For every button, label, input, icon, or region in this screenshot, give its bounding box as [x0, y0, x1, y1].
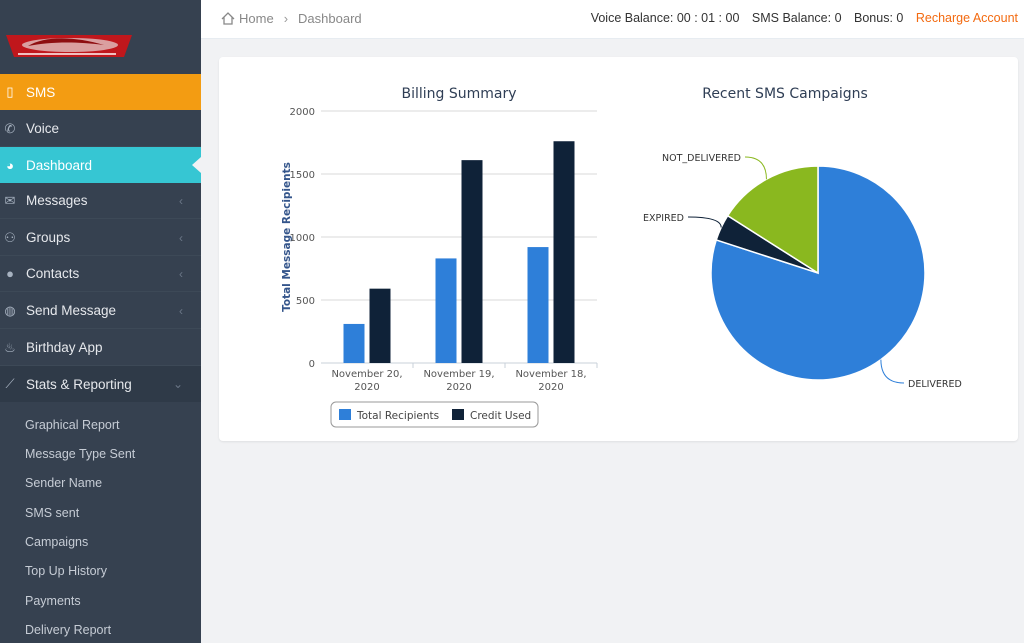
chart-legend: [330, 401, 539, 428]
envelope-icon: ✉: [4, 192, 16, 208]
pie-label-connector: [880, 359, 905, 384]
mobile-icon: ▯: [6, 84, 14, 99]
y-tick-label: 1000: [290, 233, 315, 244]
bar-credit-used: [553, 141, 575, 363]
chevron-left-icon: ‹: [179, 230, 183, 245]
submenu-message-type-sent[interactable]: Message Type Sent: [25, 447, 136, 461]
submenu-sms-sent[interactable]: SMS sent: [25, 506, 80, 520]
pie-label-connector: [687, 216, 722, 228]
legend-label: Total Recipients: [356, 410, 439, 422]
sidebar-item-label: Messages: [26, 193, 88, 208]
sidebar-item-dashboard[interactable]: ◕ Dashboard: [0, 147, 201, 183]
pie-slice-label: NOT_DELIVERED: [662, 153, 741, 164]
sidebar: ▯ SMS ✆ Voice ◕ Dashboard ✉ Messages ‹ ⚇…: [0, 0, 201, 643]
submenu-campaigns[interactable]: Campaigns: [25, 535, 89, 549]
sidebar-item-contacts[interactable]: ● Contacts ‹: [0, 256, 201, 292]
sidebar-item-label: Groups: [26, 230, 71, 245]
brand-logo[interactable]: [4, 30, 134, 60]
home-icon: [221, 12, 235, 25]
chevron-left-icon: ‹: [179, 303, 183, 318]
sidebar-item-label: Send Message: [26, 303, 117, 318]
sidebar-item-voice[interactable]: ✆ Voice: [0, 111, 201, 147]
y-tick-label: 500: [296, 296, 315, 307]
sidebar-item-messages[interactable]: ✉ Messages ‹: [0, 183, 201, 219]
x-tick-label: 2020: [538, 382, 563, 393]
recharge-account-link[interactable]: Recharge Account: [915, 11, 1018, 25]
cake-icon: ♨: [4, 339, 16, 355]
sidebar-item-sms[interactable]: ▯ SMS: [0, 74, 201, 110]
sidebar-item-send-message[interactable]: ◍ Send Message ‹: [0, 293, 201, 329]
breadcrumb-home-link[interactable]: Home: [239, 11, 274, 26]
group-icon: ⚇: [4, 229, 16, 245]
top-bar: Home › Dashboard Voice Balance: 00 : 01 …: [201, 0, 1024, 39]
voice-balance: Voice Balance: 00 : 01 : 00: [590, 11, 740, 25]
submenu-sender-name[interactable]: Sender Name: [25, 476, 103, 490]
bar-credit-used: [461, 160, 483, 363]
sidebar-item-stats-reporting[interactable]: ⟋ Stats & Reporting ⌄: [0, 366, 201, 402]
submenu-payments[interactable]: Payments: [25, 594, 81, 608]
bar-total-recipients: [343, 323, 365, 363]
pie-chart-title: Recent SMS Campaigns: [702, 86, 868, 102]
pie-slice-label: EXPIRED: [643, 213, 684, 224]
y-axis-label: Total Message Recipients: [281, 162, 293, 312]
comment-icon: ◍: [4, 302, 16, 318]
pie-slice-delivered: [710, 165, 926, 381]
dashboard-icon: ◕: [6, 157, 14, 173]
charts-canvas: Billing Summary Total Message Recipients 0…: [281, 86, 962, 428]
y-tick-label: 1500: [290, 170, 315, 181]
submenu-graphical-report[interactable]: Graphical Report: [25, 418, 120, 432]
bar-chart-title: Billing Summary: [401, 86, 516, 102]
x-tick-label: 2020: [354, 382, 379, 393]
sidebar-item-groups[interactable]: ⚇ Groups ‹: [0, 220, 201, 256]
legend-label: Credit Used: [470, 410, 531, 422]
sidebar-item-label: SMS: [26, 84, 56, 100]
x-tick-label: November 18,: [515, 369, 586, 380]
bar-total-recipients: [435, 258, 457, 363]
pie-slice-not-delivered: [726, 165, 819, 275]
chart-icon: ⟋: [5, 376, 15, 391]
legend-swatch: [452, 409, 464, 420]
chevron-left-icon: ‹: [179, 266, 183, 281]
phone-icon: ✆: [4, 120, 16, 136]
chevron-left-icon: ‹: [179, 193, 183, 208]
chevron-right-icon: ›: [283, 11, 289, 26]
submenu-delivery-report[interactable]: Delivery Report: [25, 623, 112, 637]
sidebar-item-label: Birthday App: [26, 340, 103, 355]
bar-total-recipients: [527, 247, 549, 363]
bar-credit-used: [369, 288, 391, 363]
dashboard-panel: Billing Summary Total Message Recipients 0…: [219, 57, 1018, 441]
sms-balance: SMS Balance: 0: [751, 11, 842, 25]
sidebar-item-label: Stats & Reporting: [26, 376, 132, 392]
chevron-down-icon: ⌄: [172, 377, 183, 391]
y-tick-label: 0: [309, 359, 315, 370]
breadcrumb-current: Dashboard: [298, 11, 362, 26]
breadcrumb: Home › Dashboard: [221, 11, 362, 26]
user-icon: ●: [6, 266, 14, 281]
sidebar-item-label: Contacts: [26, 266, 80, 281]
sidebar-item-birthday-app[interactable]: ♨ Birthday App: [0, 330, 201, 366]
bonus-balance: Bonus: 0: [854, 11, 904, 25]
legend-swatch: [339, 409, 351, 420]
y-tick-label: 2000: [290, 107, 315, 118]
sidebar-item-label: Voice: [26, 121, 60, 136]
submenu-top-up-history[interactable]: Top Up History: [25, 564, 107, 578]
x-tick-label: November 19,: [423, 369, 494, 380]
pie-label-connector: [744, 156, 767, 180]
sidebar-item-label: Dashboard: [26, 157, 93, 173]
pie-slice-label: DELIVERED: [908, 379, 962, 390]
account-balances: Voice Balance: 00 : 01 : 00 SMS Balance:…: [582, 11, 1018, 25]
x-tick-label: November 20,: [331, 369, 402, 380]
x-tick-label: 2020: [446, 382, 471, 393]
active-indicator: [192, 157, 201, 173]
